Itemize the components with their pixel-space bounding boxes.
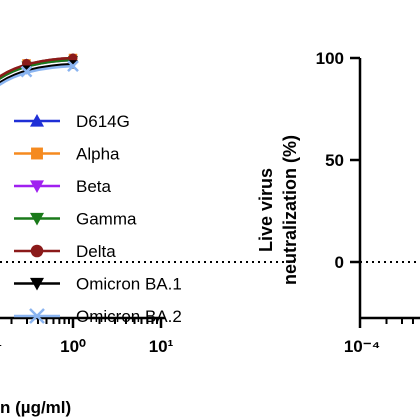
legend-label: D614G <box>76 112 130 131</box>
legend-entry-gamma: Gamma <box>14 210 137 229</box>
legend: D614G Alpha Beta Gamma Delta Omicron BA.1 Omic… <box>14 112 182 326</box>
right-x-ticks: 10⁻⁴ <box>344 318 414 356</box>
left-x-axis-title-fragment: n (µg/ml) <box>0 398 71 417</box>
legend-marker <box>30 244 44 258</box>
legend-entry-delta: Delta <box>14 242 116 261</box>
legend-entry-alpha: Alpha <box>14 145 120 164</box>
left-chart: 10⁻¹ 10⁰ 10¹ n (µg/ml) D614G Alpha Beta Gamma… <box>0 53 295 417</box>
right-y-ticks: 0 50 100 <box>316 49 360 272</box>
right-y-axis-title-line1: Live virus <box>256 168 276 252</box>
right-chart: 0 50 100 10⁻⁴ Live virus neutralization (%… <box>256 49 420 356</box>
legend-marker <box>30 277 44 291</box>
legend-marker <box>30 180 44 193</box>
legend-marker <box>29 308 45 324</box>
legend-entry-d614g: D614G <box>14 112 130 131</box>
legend-label: Gamma <box>76 210 137 229</box>
legend-label: Omicron BA.2 <box>76 307 182 326</box>
legend-label: Delta <box>76 242 116 261</box>
left-point-omicron-ba-2-1 <box>20 65 33 78</box>
right-y-axis-title: Live virus neutralization (%) <box>256 135 300 285</box>
left-x-tick-label: 10¹ <box>149 337 174 356</box>
right-y-axis-title-line2: neutralization (%) <box>280 135 300 285</box>
legend-label: Alpha <box>76 145 120 164</box>
left-x-tick-label: 10⁰ <box>60 337 86 356</box>
left-curves <box>0 53 79 87</box>
legend-marker <box>30 114 44 127</box>
legend-marker <box>30 212 44 226</box>
right-y-tick-label: 0 <box>335 253 344 272</box>
legend-label: Beta <box>76 177 112 196</box>
legend-entry-omicron-ba-2: Omicron BA.2 <box>14 307 182 326</box>
legend-label: Omicron BA.1 <box>76 275 182 294</box>
legend-entry-beta: Beta <box>14 177 112 196</box>
right-y-tick-label: 50 <box>325 151 344 170</box>
left-x-tick-label: 10⁻¹ <box>0 337 2 356</box>
left-x-ticks: 10⁻¹ 10⁰ 10¹ <box>0 318 174 356</box>
left-point-omicron-ba-2-2 <box>67 60 79 73</box>
legend-marker <box>31 147 43 160</box>
legend-entry-omicron-ba-1: Omicron BA.1 <box>14 275 182 294</box>
right-x-tick-label: 10⁻⁴ <box>344 337 380 356</box>
right-y-tick-label: 100 <box>316 49 344 68</box>
